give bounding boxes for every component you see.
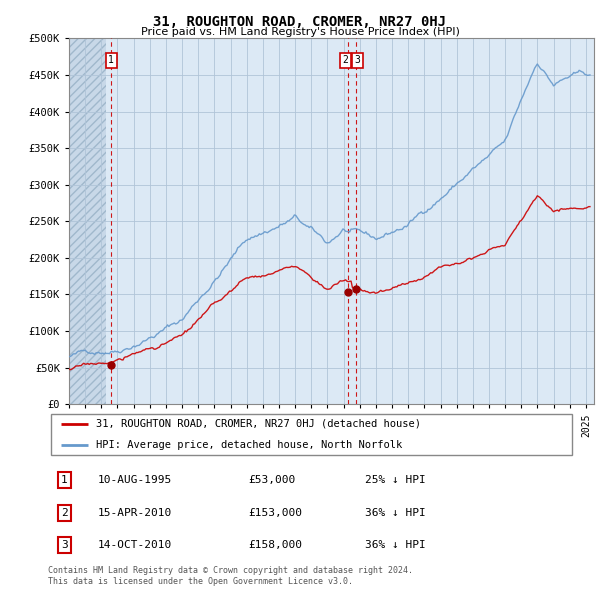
Text: 31, ROUGHTON ROAD, CROMER, NR27 0HJ: 31, ROUGHTON ROAD, CROMER, NR27 0HJ: [154, 15, 446, 29]
Text: £53,000: £53,000: [248, 475, 296, 485]
Text: 10-AUG-1995: 10-AUG-1995: [98, 475, 172, 485]
Text: 3: 3: [355, 55, 360, 65]
Text: £158,000: £158,000: [248, 540, 302, 550]
Text: 1: 1: [61, 475, 68, 485]
Text: 25% ↓ HPI: 25% ↓ HPI: [365, 475, 425, 485]
Text: 31, ROUGHTON ROAD, CROMER, NR27 0HJ (detached house): 31, ROUGHTON ROAD, CROMER, NR27 0HJ (det…: [95, 419, 421, 429]
Bar: [69, 38, 106, 404]
Text: 3: 3: [61, 540, 68, 550]
Text: 15-APR-2010: 15-APR-2010: [98, 508, 172, 517]
Text: 2: 2: [342, 55, 348, 65]
Text: HPI: Average price, detached house, North Norfolk: HPI: Average price, detached house, Nort…: [95, 440, 402, 450]
Text: 1: 1: [108, 55, 114, 65]
Text: 14-OCT-2010: 14-OCT-2010: [98, 540, 172, 550]
Bar: [69, 38, 106, 404]
Text: Price paid vs. HM Land Registry's House Price Index (HPI): Price paid vs. HM Land Registry's House …: [140, 27, 460, 37]
Text: 36% ↓ HPI: 36% ↓ HPI: [365, 540, 425, 550]
FancyBboxPatch shape: [50, 414, 572, 455]
Text: £153,000: £153,000: [248, 508, 302, 517]
Text: 2: 2: [61, 508, 68, 517]
Text: 36% ↓ HPI: 36% ↓ HPI: [365, 508, 425, 517]
Text: Contains HM Land Registry data © Crown copyright and database right 2024.
This d: Contains HM Land Registry data © Crown c…: [48, 566, 413, 586]
